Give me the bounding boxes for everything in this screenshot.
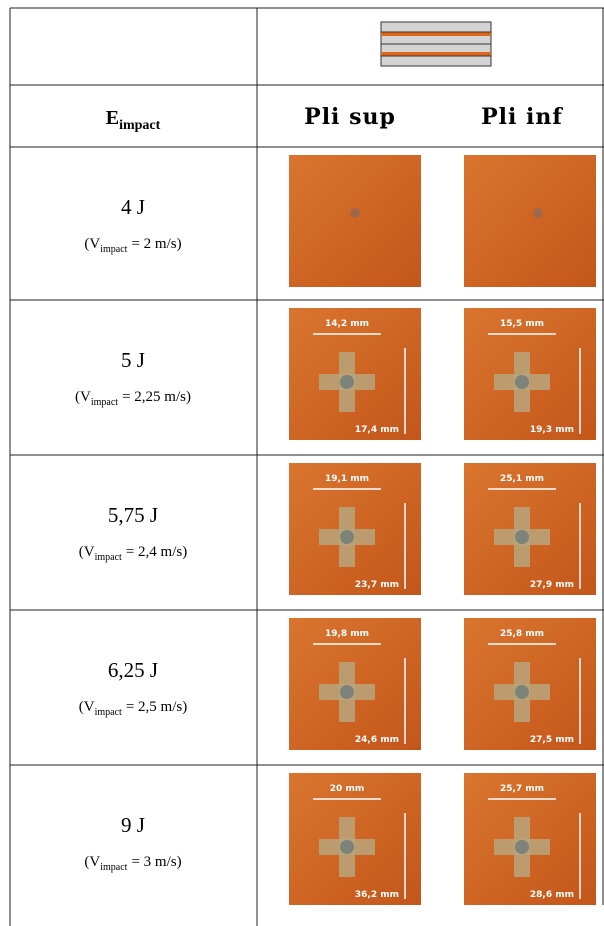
header-energy: Eimpact — [106, 107, 161, 133]
energy: 6,25 J — [108, 658, 158, 682]
velocity: (Vimpact = 2,5 m/s) — [79, 699, 187, 718]
impact-mark — [350, 208, 360, 218]
text-part: impact — [119, 118, 161, 133]
measure-width: 14,2 mm — [325, 319, 369, 329]
measure-width: 25,8 mm — [500, 629, 544, 639]
damage-core — [340, 840, 354, 854]
text-part: impact — [95, 707, 122, 718]
damage-core — [515, 685, 529, 699]
text-part: (V — [79, 544, 95, 560]
damage-core — [515, 840, 529, 854]
text-part: (V — [79, 699, 95, 715]
energy: 4 J — [121, 195, 145, 219]
measure-width: 19,8 mm — [325, 629, 369, 639]
velocity: (Vimpact = 2,25 m/s) — [75, 389, 191, 408]
measure-height: 36,2 mm — [355, 890, 399, 900]
specimen-photo: 25,7 mm 28,6 mm — [464, 773, 596, 905]
text-part: impact — [95, 552, 122, 563]
laminate-icon — [380, 21, 492, 67]
measure-height: 27,9 mm — [530, 580, 574, 590]
specimen-photo: 19,1 mm 23,7 mm — [289, 463, 421, 595]
measure-height: 19,3 mm — [530, 425, 574, 435]
velocity: (Vimpact = 2 m/s) — [84, 236, 181, 255]
text-part: = 2 m/s) — [131, 236, 181, 252]
energy: 5 J — [121, 348, 145, 372]
text-part: impact — [91, 397, 118, 408]
text-part: (V — [84, 236, 100, 252]
column-header: Pli inf — [481, 104, 563, 130]
velocity: (Vimpact = 2,4 m/s) — [79, 544, 187, 563]
measure-height: 23,7 mm — [355, 580, 399, 590]
specimen-photo: 19,8 mm 24,6 mm — [289, 618, 421, 750]
impact-mark — [533, 208, 543, 218]
text-part: impact — [100, 862, 127, 873]
damage-core — [515, 375, 529, 389]
energy: 9 J — [121, 813, 145, 837]
text-part: = 2,25 m/s) — [122, 389, 191, 405]
specimen-photo: 25,1 mm 27,9 mm — [464, 463, 596, 595]
text-part: = 2,5 m/s) — [126, 699, 187, 715]
measure-width: 20 mm — [330, 784, 364, 794]
text-part: = 2,4 m/s) — [126, 544, 187, 560]
damage-core — [340, 530, 354, 544]
photo-bg — [464, 155, 596, 287]
specimen-photo — [289, 155, 421, 287]
text-part: impact — [100, 244, 127, 255]
measure-height: 28,6 mm — [530, 890, 574, 900]
damage-core — [340, 685, 354, 699]
column-header: Pli sup — [304, 104, 396, 130]
text-part: E — [106, 107, 119, 129]
energy: 5,75 J — [108, 503, 158, 527]
measure-height: 27,5 mm — [530, 735, 574, 745]
photo-bg — [289, 155, 421, 287]
measure-width: 25,7 mm — [500, 784, 544, 794]
velocity: (Vimpact = 3 m/s) — [84, 854, 181, 873]
measure-height: 24,6 mm — [355, 735, 399, 745]
specimen-photo: 14,2 mm 17,4 mm — [289, 308, 421, 440]
damage-core — [515, 530, 529, 544]
measure-width: 25,1 mm — [500, 474, 544, 484]
text-part: (V — [84, 854, 100, 870]
specimen-photo — [464, 155, 596, 287]
damage-core — [340, 375, 354, 389]
measure-width: 19,1 mm — [325, 474, 369, 484]
text-part: = 3 m/s) — [131, 854, 181, 870]
measure-width: 15,5 mm — [500, 319, 544, 329]
specimen-photo: 20 mm 36,2 mm — [289, 773, 421, 905]
specimen-photo: 15,5 mm 19,3 mm — [464, 308, 596, 440]
text-part: (V — [75, 389, 91, 405]
specimen-photo: 25,8 mm 27,5 mm — [464, 618, 596, 750]
measure-height: 17,4 mm — [355, 425, 399, 435]
